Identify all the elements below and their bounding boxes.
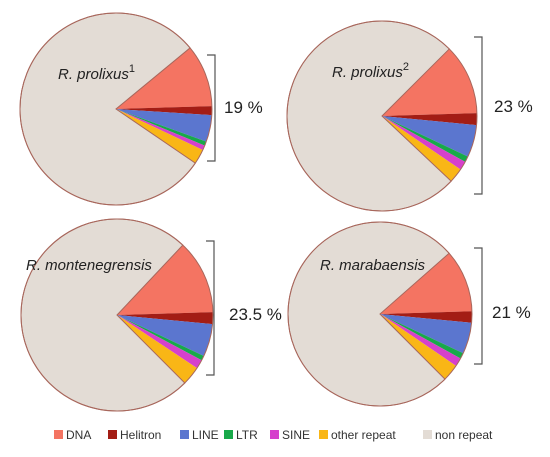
pie-slice-helitron xyxy=(382,113,478,126)
pie-slice-ltr xyxy=(380,314,464,359)
pie-chart-3: R. montenegrensis 23.5 % xyxy=(20,218,282,412)
repeat-percent-label: 23 % xyxy=(494,97,533,116)
bracket xyxy=(206,240,215,376)
repeat-percent-label: 19 % xyxy=(224,98,263,117)
legend-label: non repeat xyxy=(435,428,493,442)
pie-outline xyxy=(286,20,478,212)
legend-label: LTR xyxy=(236,428,258,442)
pie-slice-helitron xyxy=(380,311,473,323)
legend-item-other-repeat: other repeat xyxy=(319,428,396,442)
legend-label: other repeat xyxy=(331,428,396,442)
pie-slice-other-repeat xyxy=(117,315,197,383)
legend-swatch xyxy=(54,430,63,439)
legend-item-non-repeat: non repeat xyxy=(423,428,493,442)
pie-slice-helitron xyxy=(116,106,213,116)
bracket xyxy=(207,54,216,162)
legend-swatch xyxy=(108,430,117,439)
pie-slice-dna xyxy=(117,245,213,315)
legend-item-helitron: Helitron xyxy=(108,428,161,442)
pie-slice-dna xyxy=(382,48,477,116)
legend-swatch xyxy=(180,430,189,439)
pie-slice-ltr xyxy=(117,315,204,361)
legend-item-sine: SINE xyxy=(270,428,310,442)
legend-swatch xyxy=(224,430,233,439)
pie-slice-sine xyxy=(117,315,202,369)
pie-slice-ltr xyxy=(116,109,207,146)
pie-slice-other-repeat xyxy=(380,314,457,380)
pie-chart-2: R. prolixus2 23 % xyxy=(286,20,533,212)
species-label: R. montenegrensis xyxy=(26,257,152,274)
pie-slice-line xyxy=(382,116,477,157)
legend-swatch xyxy=(270,430,279,439)
legend-swatch xyxy=(423,430,432,439)
legend-item-ltr: LTR xyxy=(224,428,258,442)
pie-slice-helitron xyxy=(117,312,214,325)
pie-slice-line xyxy=(380,314,472,354)
pie-slice-sine xyxy=(382,116,466,170)
legend-label: LINE xyxy=(192,428,219,442)
species-label: R. marabaensis xyxy=(320,257,426,274)
pie-chart-4: R. marabaensis 21 % xyxy=(287,221,531,407)
legend-item-dna: DNA xyxy=(54,428,91,442)
pie-outline xyxy=(19,12,213,206)
pie-slice-other-repeat xyxy=(382,116,461,182)
pie-outline xyxy=(20,218,214,412)
pie-chart-1: R. prolixus1 19 % xyxy=(19,12,263,206)
species-label: R. prolixus2 xyxy=(332,61,409,81)
legend-label: DNA xyxy=(66,428,91,442)
bracket xyxy=(474,36,483,195)
pie-slice-sine xyxy=(116,109,205,150)
pie-outline xyxy=(287,221,473,407)
repeat-percent-label: 23.5 % xyxy=(229,305,282,324)
repeat-percent-label: 21 % xyxy=(492,303,531,322)
pie-slice-dna xyxy=(380,253,472,314)
pie-slice-dna xyxy=(116,47,212,109)
pie-slice-ltr xyxy=(382,116,468,162)
legend-label: Helitron xyxy=(120,428,161,442)
pie-slice-other-repeat xyxy=(116,109,203,164)
species-label: R. prolixus1 xyxy=(58,63,135,83)
pie-charts-group: R. prolixus1 19 % R. prolixus2 23 % R. monte… xyxy=(19,12,533,412)
legend-item-line: LINE xyxy=(180,428,219,442)
bracket xyxy=(474,247,483,365)
legend-label: SINE xyxy=(282,428,310,442)
legend: DNA Helitron LINE LTR SINE other repeat non re… xyxy=(54,428,493,442)
pie-slice-sine xyxy=(380,314,461,366)
legend-swatch xyxy=(319,430,328,439)
pie-slice-line xyxy=(116,109,212,142)
pie-slice-line xyxy=(117,315,213,356)
